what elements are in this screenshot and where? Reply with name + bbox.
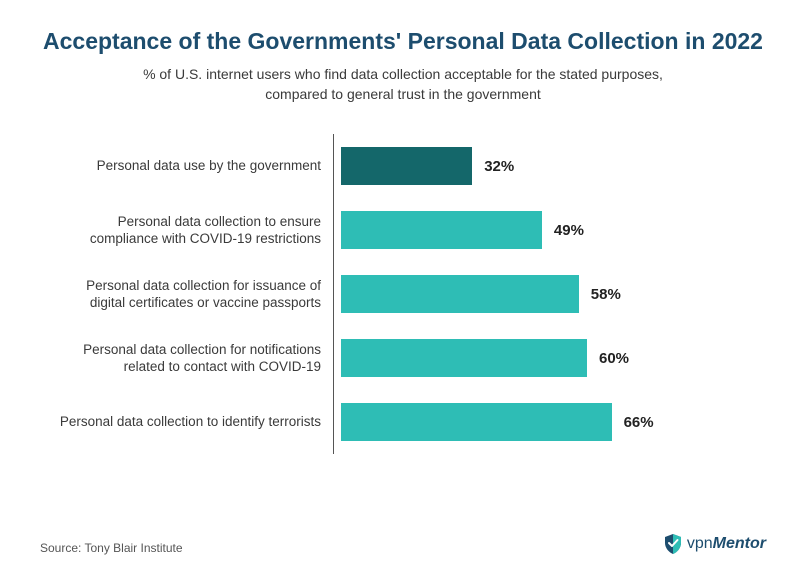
bar-cell: 60%	[341, 339, 753, 377]
shield-icon	[663, 533, 683, 555]
bar-label: Personal data collection to identify ter…	[53, 413, 333, 431]
bar-row: Personal data collection to identify ter…	[53, 390, 753, 454]
chart-subtitle: % of U.S. internet users who find data c…	[40, 65, 766, 104]
bar-label: Personal data collection for notificatio…	[53, 341, 333, 376]
bar-label: Personal data collection to ensure compl…	[53, 213, 333, 248]
bar-row: Personal data collection for issuance of…	[53, 262, 753, 326]
bar-row: Personal data collection for notificatio…	[53, 326, 753, 390]
bar	[341, 275, 579, 313]
subtitle-line-1: % of U.S. internet users who find data c…	[143, 66, 663, 82]
bar	[341, 211, 542, 249]
bar-cell: 49%	[341, 211, 753, 249]
bar-row: Personal data collection to ensure compl…	[53, 198, 753, 262]
axis-segment	[333, 326, 341, 390]
chart-title: Acceptance of the Governments' Personal …	[40, 28, 766, 55]
subtitle-line-2: compared to general trust in the governm…	[265, 86, 541, 102]
bar-value: 58%	[591, 286, 621, 303]
axis-segment	[333, 390, 341, 454]
bar-chart: Personal data use by the government32%Pe…	[53, 134, 753, 454]
logo-text: vpnMentor	[687, 535, 766, 553]
bar-value: 60%	[599, 350, 629, 367]
bar-cell: 66%	[341, 403, 753, 441]
bar-label: Personal data collection for issuance of…	[53, 277, 333, 312]
bar-value: 32%	[484, 158, 514, 175]
vpnmentor-logo: vpnMentor	[663, 533, 766, 555]
axis-segment	[333, 262, 341, 326]
axis-segment	[333, 198, 341, 262]
bar	[341, 147, 472, 185]
source-text: Source: Tony Blair Institute	[40, 541, 183, 555]
bar-label: Personal data use by the government	[53, 157, 333, 175]
bar-cell: 58%	[341, 275, 753, 313]
axis-segment	[333, 134, 341, 198]
bar-row: Personal data use by the government 32%	[53, 134, 753, 198]
bar-value: 66%	[624, 414, 654, 431]
bar	[341, 339, 587, 377]
bar-cell: 32%	[341, 147, 753, 185]
bar	[341, 403, 612, 441]
footer: Source: Tony Blair Institute vpnMentor	[40, 533, 766, 555]
bar-value: 49%	[554, 222, 584, 239]
